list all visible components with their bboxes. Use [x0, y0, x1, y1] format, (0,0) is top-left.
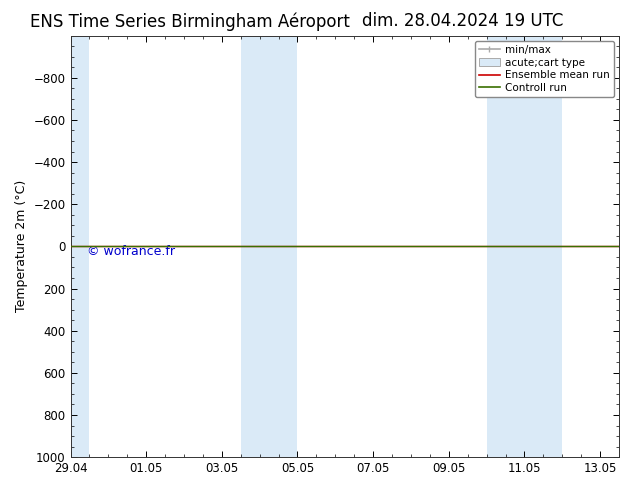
Text: ENS Time Series Birmingham Aéroport: ENS Time Series Birmingham Aéroport	[30, 12, 350, 31]
Text: dim. 28.04.2024 19 UTC: dim. 28.04.2024 19 UTC	[362, 12, 564, 30]
Bar	[241, 36, 297, 457]
Legend: min/max, acute;cart type, Ensemble mean run, Controll run: min/max, acute;cart type, Ensemble mean …	[475, 41, 614, 97]
Y-axis label: Temperature 2m (°C): Temperature 2m (°C)	[15, 180, 28, 313]
Bar	[487, 36, 562, 457]
Text: © wofrance.fr: © wofrance.fr	[87, 245, 175, 258]
Bar	[70, 36, 89, 457]
